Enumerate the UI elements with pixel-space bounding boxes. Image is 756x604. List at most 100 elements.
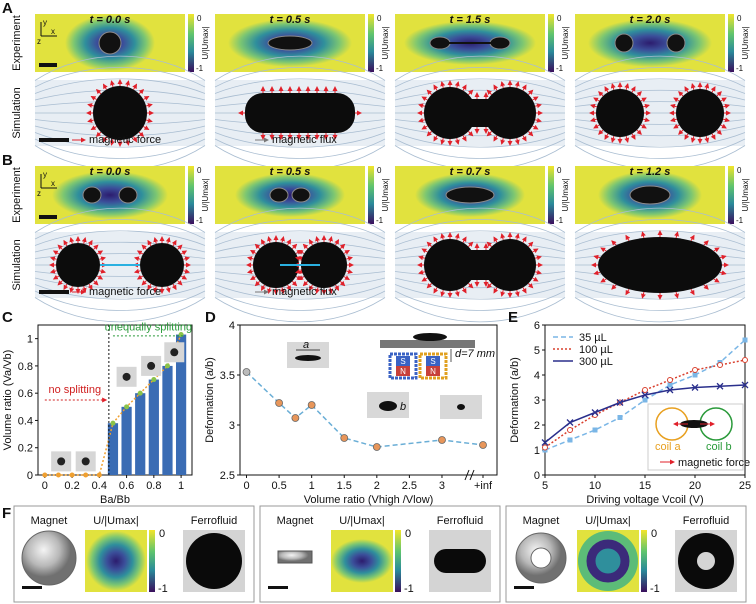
force-arrow: [521, 287, 527, 294]
axis-icon-label: z: [37, 189, 41, 198]
force-arrow: [421, 96, 428, 102]
marker: [667, 377, 673, 383]
force-arrow: [610, 83, 616, 90]
y-tick-label: 2: [534, 420, 540, 432]
colorbar: [548, 166, 554, 224]
force-arrow: [247, 256, 254, 261]
point: [275, 399, 283, 407]
flux-line: [34, 290, 206, 311]
force-arrow: [346, 256, 353, 261]
magnet-label: S: [430, 357, 435, 366]
droplet-bridge: [448, 42, 492, 44]
force-arrow: [440, 233, 446, 241]
y-tick-label: 3: [534, 395, 540, 407]
force-arrow: [334, 239, 339, 246]
droplet: [445, 186, 495, 204]
force-arrow: [716, 91, 722, 97]
row-label: Simulation: [11, 87, 23, 138]
force-arrow: [141, 280, 147, 286]
ferrofluid: [434, 549, 486, 573]
force-arrow: [528, 241, 534, 247]
force-arrow: [421, 276, 428, 282]
x-tick-label: 20: [689, 480, 701, 492]
force-arrow: [421, 248, 428, 254]
force-arrow: [49, 256, 57, 262]
force-arrow: [171, 239, 177, 247]
force-arrow: [52, 250, 60, 256]
legend-label: magnetic flux: [272, 286, 337, 298]
marker: [616, 399, 624, 406]
flux-line: [394, 67, 566, 88]
force-arrow: [673, 97, 680, 103]
force-arrow: [678, 129, 684, 135]
annotation: a: [303, 339, 309, 351]
force-arrow: [87, 283, 93, 291]
magnet-label: Magnet: [31, 515, 68, 527]
droplet: [666, 33, 686, 53]
ferrofluid-label: Ferrofluid: [437, 515, 483, 527]
annotation: d=7 mm: [455, 348, 495, 360]
force-arrow: [670, 103, 677, 109]
force-arrow: [461, 135, 467, 142]
y-tick-label: 0: [27, 470, 33, 482]
y-tick-label: 3: [229, 420, 235, 432]
force-arrow: [624, 136, 630, 143]
panel-label: B: [2, 152, 13, 169]
inset-droplet: [295, 355, 321, 361]
marker: [566, 419, 574, 426]
force-arrow: [99, 256, 107, 262]
experiment-frame: t = 0.0 s 0 -1 U/|Umax| y z x: [35, 14, 210, 73]
x-tick-label: 3: [439, 480, 445, 492]
bar: [107, 423, 119, 475]
force-arrow: [534, 103, 542, 109]
force-arrow: [611, 284, 617, 290]
field: [86, 531, 146, 591]
force-arrow: [719, 270, 727, 276]
colorbar: [548, 14, 554, 72]
point: [110, 420, 116, 426]
force-arrow: [145, 118, 153, 123]
axis-icon-label: z: [37, 37, 41, 46]
flux-line: [34, 277, 206, 289]
force-arrow: [57, 244, 63, 250]
force-arrow: [165, 236, 171, 244]
force-arrow: [49, 268, 57, 274]
annotation: coil b: [706, 441, 732, 453]
force-arrow: [514, 81, 520, 89]
colorbar-min: -1: [196, 64, 204, 73]
y-tick-label: 0.8: [18, 361, 33, 373]
force-arrow: [171, 283, 177, 291]
point: [96, 472, 102, 478]
legend-label: magnetic force: [89, 134, 161, 146]
flux-line: [214, 67, 386, 88]
colorbar-min: -1: [158, 583, 168, 595]
force-arrow: [132, 136, 138, 143]
simulation-frame: magnetic flux: [214, 207, 386, 323]
magnet-label: S: [400, 357, 405, 366]
inset-droplet: [170, 348, 179, 357]
colorbar-max: 0: [557, 166, 562, 175]
inset-droplet: [147, 361, 156, 370]
force-arrow: [267, 236, 272, 243]
droplet: [269, 187, 289, 203]
flux-line: [34, 55, 206, 81]
force-arrow: [96, 274, 104, 280]
colorbar-label: U/|Umax|: [561, 178, 570, 211]
force-arrow: [493, 236, 499, 243]
droplet: [680, 420, 708, 428]
y-tick-label: 4: [229, 320, 235, 332]
force-arrow: [689, 288, 695, 296]
inset-droplet: [81, 457, 90, 466]
droplet: [489, 36, 511, 50]
flux-line: [394, 290, 566, 311]
force-arrow: [600, 277, 607, 283]
force-arrow: [328, 287, 333, 294]
flux-line: [34, 138, 206, 159]
ferrofluid: [450, 99, 510, 127]
force-arrow: [704, 83, 710, 90]
force-arrow: [52, 274, 60, 280]
force-arrow: [133, 268, 141, 274]
scale-bar: [514, 586, 534, 589]
time-label: t = 0.5 s: [270, 166, 311, 178]
force-arrow: [103, 83, 108, 90]
